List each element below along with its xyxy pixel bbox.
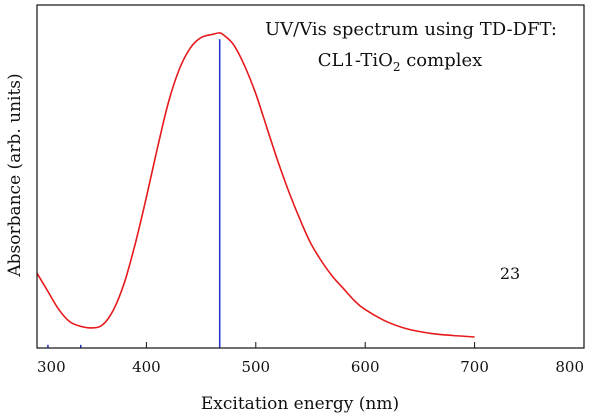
plot-area — [36, 32, 475, 348]
x-tick-label: 700 — [460, 358, 489, 376]
x-tick-label: 300 — [37, 358, 66, 376]
plot-frame — [36, 4, 585, 349]
chart-title-line-2: CL1-TiO2 complex — [318, 50, 483, 74]
spectrum-curve — [36, 32, 475, 338]
x-axis: 300 400 500 600 700 800 — [36, 342, 585, 376]
x-tick-label: 800 — [555, 358, 584, 376]
chart-title-suffix: complex — [400, 50, 482, 71]
chart-title-prefix: CL1-TiO — [318, 50, 393, 71]
chart-title-line-1: UV/Vis spectrum using TD-DFT: — [265, 19, 557, 40]
annotation-label: 23 — [500, 264, 520, 283]
x-axis-label: Excitation energy (nm) — [201, 394, 399, 414]
y-axis-label: Absorbance (arb. units) — [5, 73, 25, 277]
title: UV/Vis spectrum using TD-DFT: CL1-TiO2 c… — [265, 19, 557, 74]
chart-title-subscript: 2 — [393, 60, 401, 74]
x-tick-label: 400 — [132, 358, 161, 376]
x-tick-label: 500 — [241, 358, 270, 376]
x-tick-label: 600 — [351, 358, 380, 376]
